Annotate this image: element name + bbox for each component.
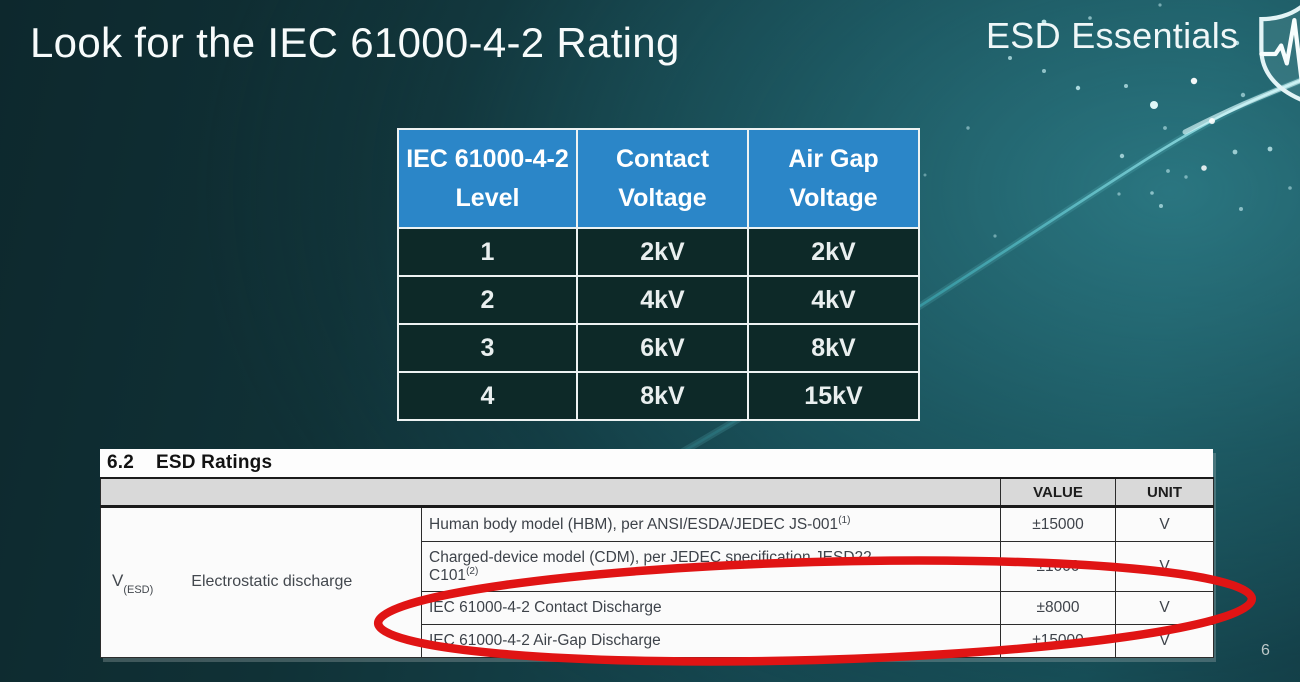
level-cell: 3 (397, 323, 578, 373)
spec-description: Charged-device model (CDM), per JEDEC sp… (421, 541, 1001, 592)
spec-row: V(ESD) Electrostatic discharge Human body… (100, 506, 1214, 658)
iec-table-row: 3 6kV 8kV (397, 323, 920, 373)
sparkle-dot (1150, 191, 1154, 195)
spec-superscript: (1) (838, 514, 851, 526)
air-gap-voltage-cell: 2kV (747, 227, 920, 277)
sparkle-dot (1159, 204, 1163, 208)
header-cell-air-gap-voltage: Air Gap Voltage (747, 128, 920, 229)
spec-unit: V (1115, 624, 1214, 658)
contact-voltage-cell: 2kV (576, 227, 749, 277)
contact-voltage-cell: 8kV (576, 371, 749, 421)
iec-rating-table: IEC 61000-4-2 Level Contact Voltage Air … (397, 128, 920, 421)
header-cell-level: IEC 61000-4-2 Level (397, 128, 578, 229)
sparkle-dot (1124, 84, 1128, 88)
sparkle-dot (923, 173, 927, 177)
brand-name: ESD Essentials (986, 15, 1239, 56)
spec-unit: V (1115, 591, 1214, 625)
iec-table-row: 1 2kV 2kV (397, 227, 920, 277)
sparkle-dot (1267, 146, 1273, 152)
datasheet-table: VALUE UNIT V(ESD) Electrostatic discharge… (100, 477, 1214, 658)
spec-description: IEC 61000-4-2 Air-Gap Discharge (421, 624, 1001, 658)
contact-voltage-cell: 4kV (576, 275, 749, 325)
sparkle-dot (966, 126, 970, 130)
esd-symbol: V(ESD) (112, 571, 154, 596)
datasheet-header-empty (100, 477, 1001, 508)
spec-description: IEC 61000-4-2 Contact Discharge (421, 591, 1001, 625)
datasheet-panel: 6.2 ESD Ratings VALUE UNIT V(ESD) Electros… (100, 449, 1214, 658)
parameter-name: Electrostatic discharge (191, 573, 353, 591)
sparkle-dot (1209, 118, 1215, 124)
spec-unit: V (1115, 541, 1214, 592)
contact-voltage-cell: 6kV (576, 323, 749, 373)
sparkle-dot (1042, 69, 1046, 73)
datasheet-header-row: VALUE UNIT (100, 477, 1214, 508)
level-cell: 2 (397, 275, 578, 325)
sparkle-dot (1119, 153, 1125, 159)
air-gap-voltage-cell: 8kV (747, 323, 920, 373)
sparkle-dot (1158, 3, 1162, 7)
parameter-cell: V(ESD) Electrostatic discharge (100, 506, 422, 658)
air-gap-voltage-cell: 4kV (747, 275, 920, 325)
sparkle-dot (1075, 85, 1081, 91)
iec-table-row: 4 8kV 15kV (397, 371, 920, 421)
spec-value: ±1000 (1000, 541, 1116, 592)
page-title: Look for the IEC 61000-4-2 Rating (30, 19, 680, 66)
spec-value: ±15000 (1000, 624, 1116, 658)
sparkle-dot (1184, 175, 1188, 179)
sparkle-dot (1117, 192, 1121, 196)
page-number: 6 (1261, 642, 1270, 659)
datasheet-section-title: ESD Ratings (156, 452, 273, 473)
spec-superscript: (2) (466, 565, 479, 577)
sparkle-dot (1288, 186, 1292, 190)
level-cell: 4 (397, 371, 578, 421)
header-cell-contact-voltage: Contact Voltage (576, 128, 749, 229)
spec-unit: V (1115, 506, 1214, 542)
datasheet-section-heading: 6.2 ESD Ratings (100, 449, 1213, 477)
sparkle-dot (1150, 101, 1158, 109)
sparkle-dot (1201, 165, 1207, 171)
sparkle-dot (993, 234, 997, 238)
iec-table-header-row: IEC 61000-4-2 Level Contact Voltage Air … (397, 128, 920, 229)
sparkle-dot (1166, 169, 1170, 173)
air-gap-voltage-cell: 15kV (747, 371, 920, 421)
sparkle-dot (1239, 207, 1243, 211)
sparkle-dot (1163, 126, 1167, 130)
unit-column-header: UNIT (1115, 477, 1214, 508)
shield-heartbeat-icon (1259, 5, 1300, 102)
value-column-header: VALUE (1000, 477, 1116, 508)
sparkle-dot (1240, 92, 1246, 98)
datasheet-section-number: 6.2 (107, 452, 135, 473)
level-cell: 1 (397, 227, 578, 277)
iec-table-row: 2 4kV 4kV (397, 275, 920, 325)
spec-value: ±15000 (1000, 506, 1116, 542)
spec-value: ±8000 (1000, 591, 1116, 625)
sparkle-dot (1232, 149, 1238, 155)
sparkle-dot (1190, 77, 1198, 85)
spec-description: Human body model (HBM), per ANSI/ESDA/JE… (421, 506, 1001, 542)
esd-symbol-subscript: (ESD) (123, 583, 154, 596)
